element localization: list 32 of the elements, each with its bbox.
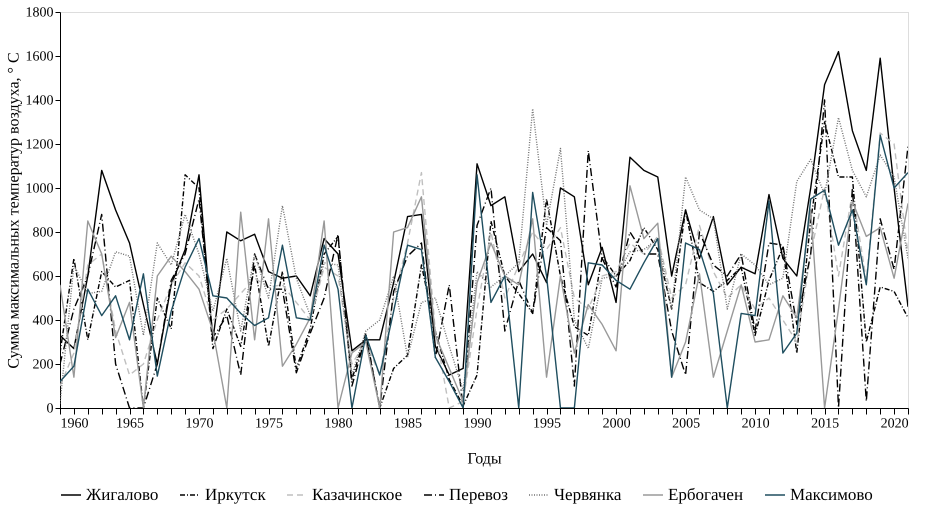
y-tick-label: 1200 (26, 138, 54, 152)
legend-label: Жигалово (86, 485, 158, 504)
x-tick-label: 1975 (255, 416, 284, 432)
x-axis-title: Годы (467, 450, 502, 468)
legend-label: Иркутск (205, 485, 266, 504)
x-tick-label: 1995 (533, 416, 562, 432)
x-tick-label: 1990 (464, 416, 492, 432)
legend-label: Казачинское (312, 485, 402, 504)
x-tick-label: 2005 (672, 416, 700, 432)
x-tick-label: 2010 (742, 416, 770, 432)
y-tick-label: 600 (32, 270, 54, 284)
y-tick-label: 800 (32, 226, 54, 240)
x-tick-label: 1965 (116, 416, 144, 432)
x-tick-label: 1970 (186, 416, 214, 432)
y-tick-label: 1400 (26, 94, 54, 108)
legend-label: Червянка (554, 485, 622, 504)
x-tick-label: 2015 (811, 416, 840, 432)
y-tick-label: 1800 (26, 6, 54, 20)
y-tick-label: 400 (32, 314, 54, 328)
y-tick-label: 1600 (26, 50, 54, 64)
x-tick-label: 2000 (602, 416, 631, 432)
y-axis-title: Сумма максимальных температур воздуха, ° С (6, 52, 22, 369)
x-tick-label: 1985 (394, 416, 422, 432)
x-tick-label: 1980 (324, 416, 353, 432)
x-tick-label: 2020 (880, 416, 909, 432)
legend-label: Максимово (790, 485, 873, 504)
legend-label: Перевоз (449, 485, 508, 504)
y-tick-label: 1000 (26, 182, 54, 196)
x-tick-label: 1960 (60, 416, 88, 432)
y-tick-label: 200 (32, 358, 54, 372)
legend-label: Ербогачен (668, 485, 744, 504)
y-tick-label: 0 (46, 402, 54, 416)
